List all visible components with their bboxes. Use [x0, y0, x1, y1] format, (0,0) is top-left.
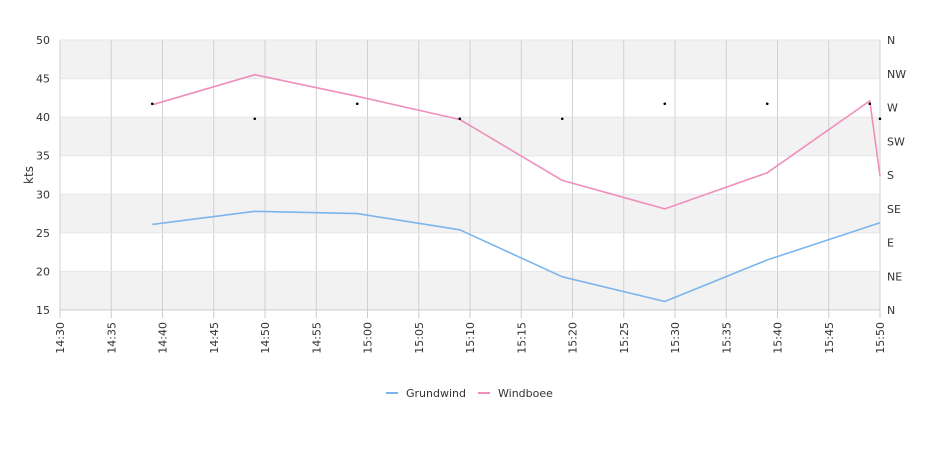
y-tick-label: 50 [36, 34, 50, 47]
y-tick-label: 25 [36, 227, 50, 240]
direction-tick-label: N [887, 34, 895, 47]
direction-point [458, 117, 462, 121]
legend-item-grundwind[interactable]: Grundwind [386, 387, 466, 400]
y-tick-label: 40 [36, 111, 50, 124]
x-tick-label: 15:40 [772, 322, 785, 354]
x-tick-label: 15:20 [567, 322, 580, 354]
direction-tick-label: SW [887, 135, 905, 148]
x-tick-label: 15:30 [669, 322, 682, 354]
direction-tick-label: SE [887, 203, 901, 216]
direction-point [355, 102, 359, 106]
x-tick-label: 14:35 [105, 322, 118, 354]
y-axis-right-direction: N NE E SE S SW W NW N [887, 34, 906, 317]
x-tick-label: 15:15 [515, 322, 528, 354]
direction-point [663, 102, 667, 106]
direction-tick-label: S [887, 169, 894, 182]
y-axis-title: kts [22, 166, 36, 184]
x-tick-label: 15:35 [720, 322, 733, 354]
y-tick-label: 15 [36, 304, 50, 317]
x-tick-label: 15:05 [413, 322, 426, 354]
direction-tick-label: W [887, 102, 898, 115]
x-tick-label: 14:50 [259, 322, 272, 354]
direction-point [150, 102, 154, 106]
x-tick-label: 15:50 [874, 322, 887, 354]
direction-point [868, 102, 872, 106]
series-lines [152, 73, 881, 303]
legend-item-windboee[interactable]: Windboee [478, 387, 553, 400]
vertical-gridlines [59, 40, 881, 310]
direction-tick-label: NE [887, 270, 902, 283]
legend: Grundwind Windboee [386, 387, 553, 400]
x-tick-label: 15:00 [362, 322, 375, 354]
direction-point [765, 102, 769, 106]
direction-tick-label: E [887, 237, 894, 250]
x-tick-label: 14:55 [310, 322, 323, 354]
x-tick-label: 14:45 [208, 322, 221, 354]
direction-tick-label: N [887, 304, 895, 317]
direction-point [878, 117, 882, 121]
x-axis: 14:30 14:35 14:40 14:45 14:50 14:55 15:00 15:05… [54, 309, 887, 354]
direction-point [253, 117, 257, 121]
x-tick-label: 15:45 [823, 322, 836, 354]
legend-label: Grundwind [406, 387, 466, 400]
x-tick-label: 14:40 [157, 322, 170, 354]
x-tick-label: 14:30 [54, 322, 67, 354]
direction-point [560, 117, 564, 121]
direction-points [150, 102, 882, 121]
series-line-grundwind [152, 210, 881, 303]
direction-tick-label: NW [887, 68, 906, 81]
x-tick-label: 15:10 [464, 322, 477, 354]
y-tick-label: 30 [36, 188, 50, 201]
x-tick-label: 15:25 [618, 322, 631, 354]
y-tick-label: 20 [36, 265, 50, 278]
y-tick-label: 35 [36, 150, 50, 163]
series-line-windboee [152, 73, 881, 210]
y-tick-label: 45 [36, 73, 50, 86]
legend-label: Windboee [498, 387, 553, 400]
